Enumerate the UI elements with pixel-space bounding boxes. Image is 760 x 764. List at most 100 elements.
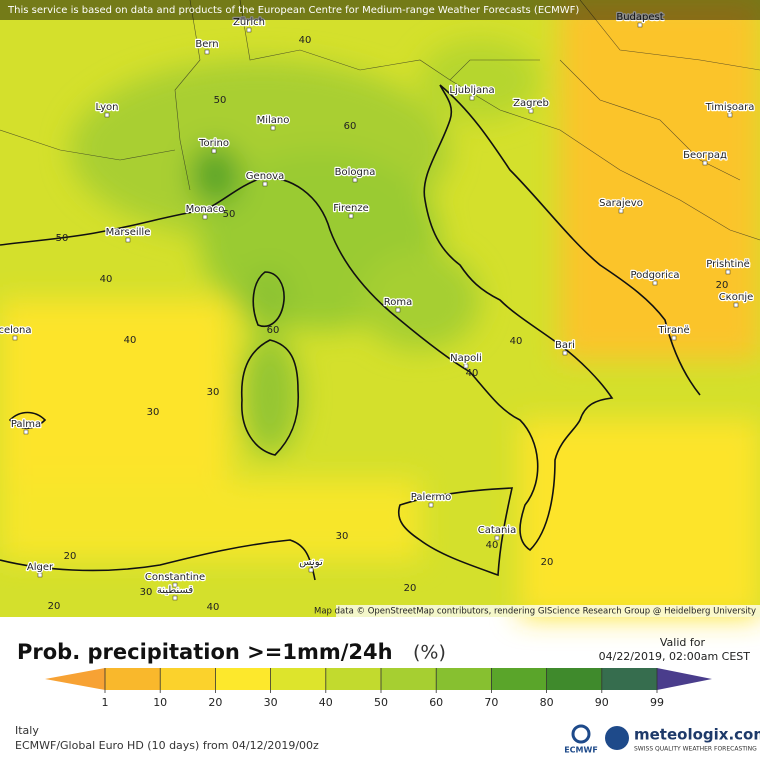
city-dot (733, 302, 739, 308)
city-dot (204, 49, 210, 55)
city-label: Bari (555, 340, 575, 351)
city-label: Sarajevo (599, 198, 643, 209)
contour-label: 20 (64, 551, 77, 562)
city-label: Bern (195, 39, 218, 50)
city-label: Constantine (145, 572, 205, 583)
city-dot (637, 22, 643, 28)
contour-label: 40 (299, 35, 312, 46)
contour-labels: 40 50 60 50 50 40 40 60 30 30 40 40 20 40 30 20 20 20 30 40… (48, 35, 729, 613)
colorbar-arrow-low (45, 668, 105, 690)
colorbar-segment (436, 668, 492, 690)
city-label: Скопје (719, 291, 754, 303)
colorbar-arrow-high (657, 668, 712, 690)
valid-time: 04/22/2019, 02:00am CEST (599, 650, 751, 663)
colorbar-tick-label: 40 (319, 696, 333, 709)
city-dot (37, 572, 43, 578)
model-run: ECMWF/Global Euro HD (10 days) from 04/1… (15, 739, 319, 752)
ecmwf-logo (571, 724, 591, 744)
contour-label: 60 (267, 325, 280, 336)
ecmwf-label: ECMWF (564, 746, 598, 755)
borders (0, 0, 760, 241)
colorbar-segment (601, 668, 658, 690)
city-dot (172, 582, 178, 588)
city-dot (671, 335, 677, 341)
city-label: celona (0, 325, 32, 336)
colorbar-tick-label: 10 (153, 696, 167, 709)
contour-label: 20 (541, 557, 554, 568)
colorbar-segment (381, 668, 437, 690)
contour-label: 40 (510, 336, 523, 347)
map: Zürich Budapest Bern Lyon Milano Ljubljana Zag… (0, 0, 760, 617)
city-dot (262, 181, 268, 187)
colorbar-segment (270, 668, 327, 690)
city-dot (494, 535, 500, 541)
city-dot (562, 350, 568, 356)
city-label: Torino (198, 138, 229, 149)
city-dot (463, 363, 469, 369)
data-notice: This service is based on data and produc… (7, 5, 579, 16)
colorbar-tick-label: 30 (264, 696, 278, 709)
city-label: Catania (478, 525, 516, 536)
city-dot (395, 307, 401, 313)
colorbar-tick-label: 1 (102, 696, 109, 709)
contour-label: 30 (336, 531, 349, 542)
contour-label: 40 (466, 368, 479, 379)
contour-label: 40 (100, 274, 113, 285)
city-label: Firenze (333, 203, 369, 214)
contour-label: 30 (147, 407, 160, 418)
city-label: Bologna (335, 167, 376, 178)
colorbar: 1 10 20 30 40 50 60 70 80 90 99 (45, 668, 712, 709)
city-dot (246, 27, 252, 33)
map-attribution: Map data © OpenStreetMap contributors, r… (314, 607, 756, 617)
city-label: Zürich (233, 17, 265, 28)
contour-label: 40 (124, 335, 137, 346)
notice-bar (0, 0, 760, 20)
contour-label: 40 (486, 540, 499, 551)
city-label: Ljubljana (449, 85, 494, 96)
contour-label: 30 (140, 587, 153, 598)
probability-fields (0, 0, 760, 617)
city-label: Genova (246, 171, 284, 182)
city-dot (308, 567, 314, 573)
city-label: Palermo (411, 492, 451, 503)
city-label: Lyon (95, 102, 118, 113)
colorbar-tick-label: 90 (595, 696, 609, 709)
city-dot (23, 429, 29, 435)
city-label: Marseille (106, 227, 151, 238)
city-dot (652, 280, 658, 286)
tagline: SWISS QUALITY WEATHER FORECASTING (634, 746, 757, 753)
contour-label: 60 (344, 121, 357, 132)
attribution-bar (336, 605, 760, 617)
city-dot (702, 160, 708, 166)
legend-panel: Prob. precipitation >=1mm/24h (%) Valid … (15, 636, 760, 755)
city-dot (618, 208, 624, 214)
city-dot (428, 502, 434, 508)
contour-label: 40 (207, 602, 220, 613)
city-label: Zagreb (513, 98, 549, 109)
city-label: Tiranë (657, 325, 689, 336)
colorbar-segment (105, 668, 161, 690)
city-dot (202, 214, 208, 220)
city-dot (727, 112, 733, 118)
colorbar-tick-label: 20 (208, 696, 222, 709)
city-label: Milano (257, 115, 290, 126)
city-label: Napoli (450, 353, 482, 364)
meteologix-logo (605, 726, 629, 750)
city-label: Palma (11, 419, 41, 430)
city-dot (352, 177, 358, 183)
region: Italy (15, 724, 39, 737)
city-dot (211, 148, 217, 154)
city-dot (348, 213, 354, 219)
colorbar-segment (546, 668, 603, 690)
contour-label: 50 (214, 95, 227, 106)
city-dot (172, 595, 178, 601)
colorbar-tick-label: 80 (540, 696, 554, 709)
city-label: Roma (384, 297, 413, 308)
city-dot (725, 269, 731, 275)
city-dot (469, 95, 475, 101)
city-dot (125, 237, 131, 243)
city-dot (104, 112, 110, 118)
contour-label: 50 (223, 209, 236, 220)
